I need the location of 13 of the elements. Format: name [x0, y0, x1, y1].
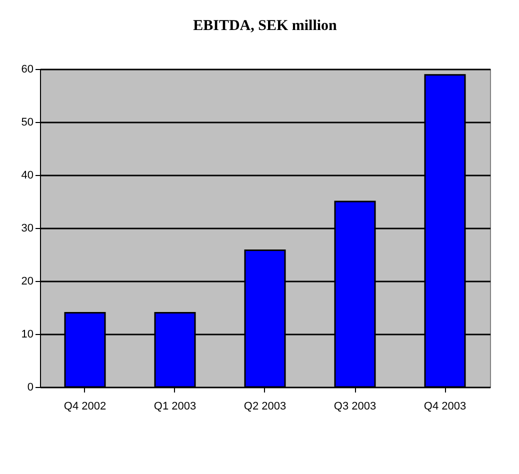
y-tick-label: 50	[21, 116, 34, 128]
y-tick-label: 40	[21, 170, 34, 182]
y-tick-label: 0	[27, 382, 34, 394]
x-tick-label: Q4 2002	[64, 400, 106, 412]
y-tick-label: 30	[21, 222, 34, 234]
x-tick-label: Q3 2003	[334, 400, 376, 412]
x-tick-label: Q2 2003	[244, 400, 286, 412]
x-tick-label: Q1 2003	[154, 400, 196, 412]
y-tick-label: 20	[21, 276, 34, 288]
chart-title: EBITDA, SEK million	[193, 18, 338, 34]
y-tick-label: 10	[21, 328, 34, 340]
x-tick-label: Q4 2003	[424, 400, 466, 412]
y-tick-label: 60	[21, 64, 34, 76]
